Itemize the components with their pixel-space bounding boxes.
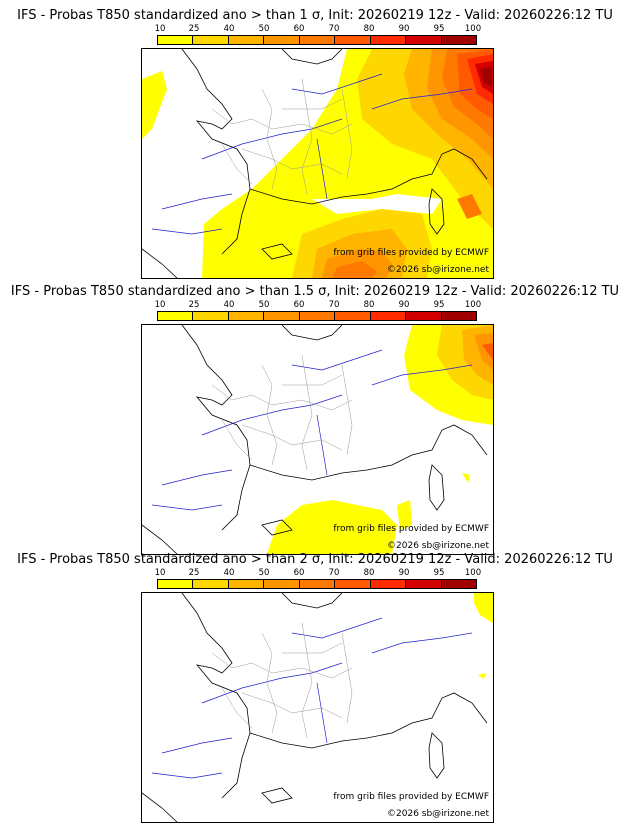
colorbar-tick: 50 xyxy=(258,24,270,34)
admin-borders xyxy=(211,354,353,471)
panel-title: IFS - Probas T850 standardized ano > tha… xyxy=(17,552,613,567)
rivers xyxy=(151,73,473,235)
colorbar-swatch xyxy=(193,36,229,44)
map-area: from grib files provided by ECMWF ©2026 … xyxy=(141,324,494,555)
coastlines xyxy=(142,593,488,822)
colorbar-tick: 10 xyxy=(154,568,166,578)
colorbar-swatch xyxy=(441,580,476,588)
colorbar-swatch xyxy=(406,580,442,588)
colorbar-tick: 50 xyxy=(258,568,270,578)
colorbar-tick: 90 xyxy=(398,300,410,310)
colorbar-tick: 70 xyxy=(328,24,340,34)
colorbar-tick: 100 xyxy=(464,568,482,578)
colorbar-tick: 40 xyxy=(223,24,235,34)
colorbar-swatch xyxy=(335,36,371,44)
colorbar-swatch xyxy=(441,312,476,320)
colorbar-swatch xyxy=(193,580,229,588)
probability-field xyxy=(142,49,493,278)
colorbar-swatch xyxy=(264,312,300,320)
colorbar-tick: 60 xyxy=(293,300,305,310)
colorbar-swatch xyxy=(370,36,407,44)
colorbar-tick: 90 xyxy=(398,568,410,578)
colorbar-tick: 80 xyxy=(363,568,375,578)
colorbar-tick: 70 xyxy=(328,300,340,310)
probability-field xyxy=(267,325,493,554)
map-svg xyxy=(142,325,493,554)
colorbar-tick: 25 xyxy=(188,300,200,310)
coastlines xyxy=(142,325,488,554)
panel-title: IFS - Probas T850 standardized ano > tha… xyxy=(17,8,613,23)
copyright-credit: ©2026 sb@irizone.net xyxy=(387,541,489,551)
map-panel-1-sigma: IFS - Probas T850 standardized ano > tha… xyxy=(0,0,630,279)
probability-field xyxy=(474,593,493,679)
colorbar-swatch xyxy=(406,36,442,44)
copyright-credit: ©2026 sb@irizone.net xyxy=(387,809,489,819)
colorbar-swatch xyxy=(370,580,407,588)
colorbar-swatch xyxy=(441,36,476,44)
admin-borders xyxy=(211,78,353,195)
colorbar-swatch xyxy=(299,312,336,320)
rivers xyxy=(151,349,473,511)
colorbar xyxy=(157,579,477,589)
colorbar-swatch xyxy=(193,312,229,320)
colorbar-labels: 10 25 40 50 60 70 80 90 95 100 xyxy=(154,568,482,578)
colorbar-swatch xyxy=(299,580,336,588)
colorbar-swatch xyxy=(370,312,407,320)
colorbar-swatch xyxy=(228,312,265,320)
colorbar-swatch xyxy=(335,312,371,320)
source-credit: from grib files provided by ECMWF xyxy=(333,792,489,802)
colorbar-tick: 100 xyxy=(464,24,482,34)
colorbar-swatch xyxy=(264,580,300,588)
colorbar-tick: 10 xyxy=(154,300,166,310)
colorbar-tick: 95 xyxy=(433,300,445,310)
admin-borders xyxy=(211,622,353,739)
colorbar-tick: 100 xyxy=(464,300,482,310)
colorbar-tick: 80 xyxy=(363,24,375,34)
colorbar-swatch xyxy=(264,36,300,44)
map-area: from grib files provided by ECMWF ©2026 … xyxy=(141,592,494,823)
rivers xyxy=(151,617,473,779)
colorbar-labels: 10 25 40 50 60 70 80 90 95 100 xyxy=(154,300,482,310)
colorbar-swatch xyxy=(228,36,265,44)
colorbar xyxy=(157,311,477,321)
colorbar-tick: 25 xyxy=(188,568,200,578)
map-svg xyxy=(142,49,493,278)
colorbar xyxy=(157,35,477,45)
colorbar-labels: 10 25 40 50 60 70 80 90 95 100 xyxy=(154,24,482,34)
colorbar-tick: 95 xyxy=(433,24,445,34)
colorbar-tick: 60 xyxy=(293,568,305,578)
coastlines xyxy=(142,49,488,278)
colorbar-swatch xyxy=(158,36,194,44)
colorbar-tick: 70 xyxy=(328,568,340,578)
colorbar-tick: 90 xyxy=(398,24,410,34)
map-area: from grib files provided by ECMWF ©2026 … xyxy=(141,48,494,279)
colorbar-swatch xyxy=(158,580,194,588)
colorbar-swatch xyxy=(406,312,442,320)
colorbar-swatch xyxy=(299,36,336,44)
colorbar-swatch xyxy=(158,312,194,320)
colorbar-tick: 95 xyxy=(433,568,445,578)
copyright-credit: ©2026 sb@irizone.net xyxy=(387,265,489,275)
colorbar-tick: 50 xyxy=(258,300,270,310)
map-panel-1-5-sigma: IFS - Probas T850 standardized ano > tha… xyxy=(0,276,630,555)
colorbar-tick: 60 xyxy=(293,24,305,34)
colorbar-tick: 10 xyxy=(154,24,166,34)
panel-title: IFS - Probas T850 standardized ano > tha… xyxy=(10,284,620,299)
colorbar-tick: 40 xyxy=(223,568,235,578)
source-credit: from grib files provided by ECMWF xyxy=(333,248,489,258)
map-svg xyxy=(142,593,493,822)
colorbar-swatch xyxy=(228,580,265,588)
colorbar-tick: 40 xyxy=(223,300,235,310)
source-credit: from grib files provided by ECMWF xyxy=(333,524,489,534)
colorbar-swatch xyxy=(335,580,371,588)
colorbar-tick: 80 xyxy=(363,300,375,310)
map-panel-2-sigma: IFS - Probas T850 standardized ano > tha… xyxy=(0,544,630,823)
colorbar-tick: 25 xyxy=(188,24,200,34)
